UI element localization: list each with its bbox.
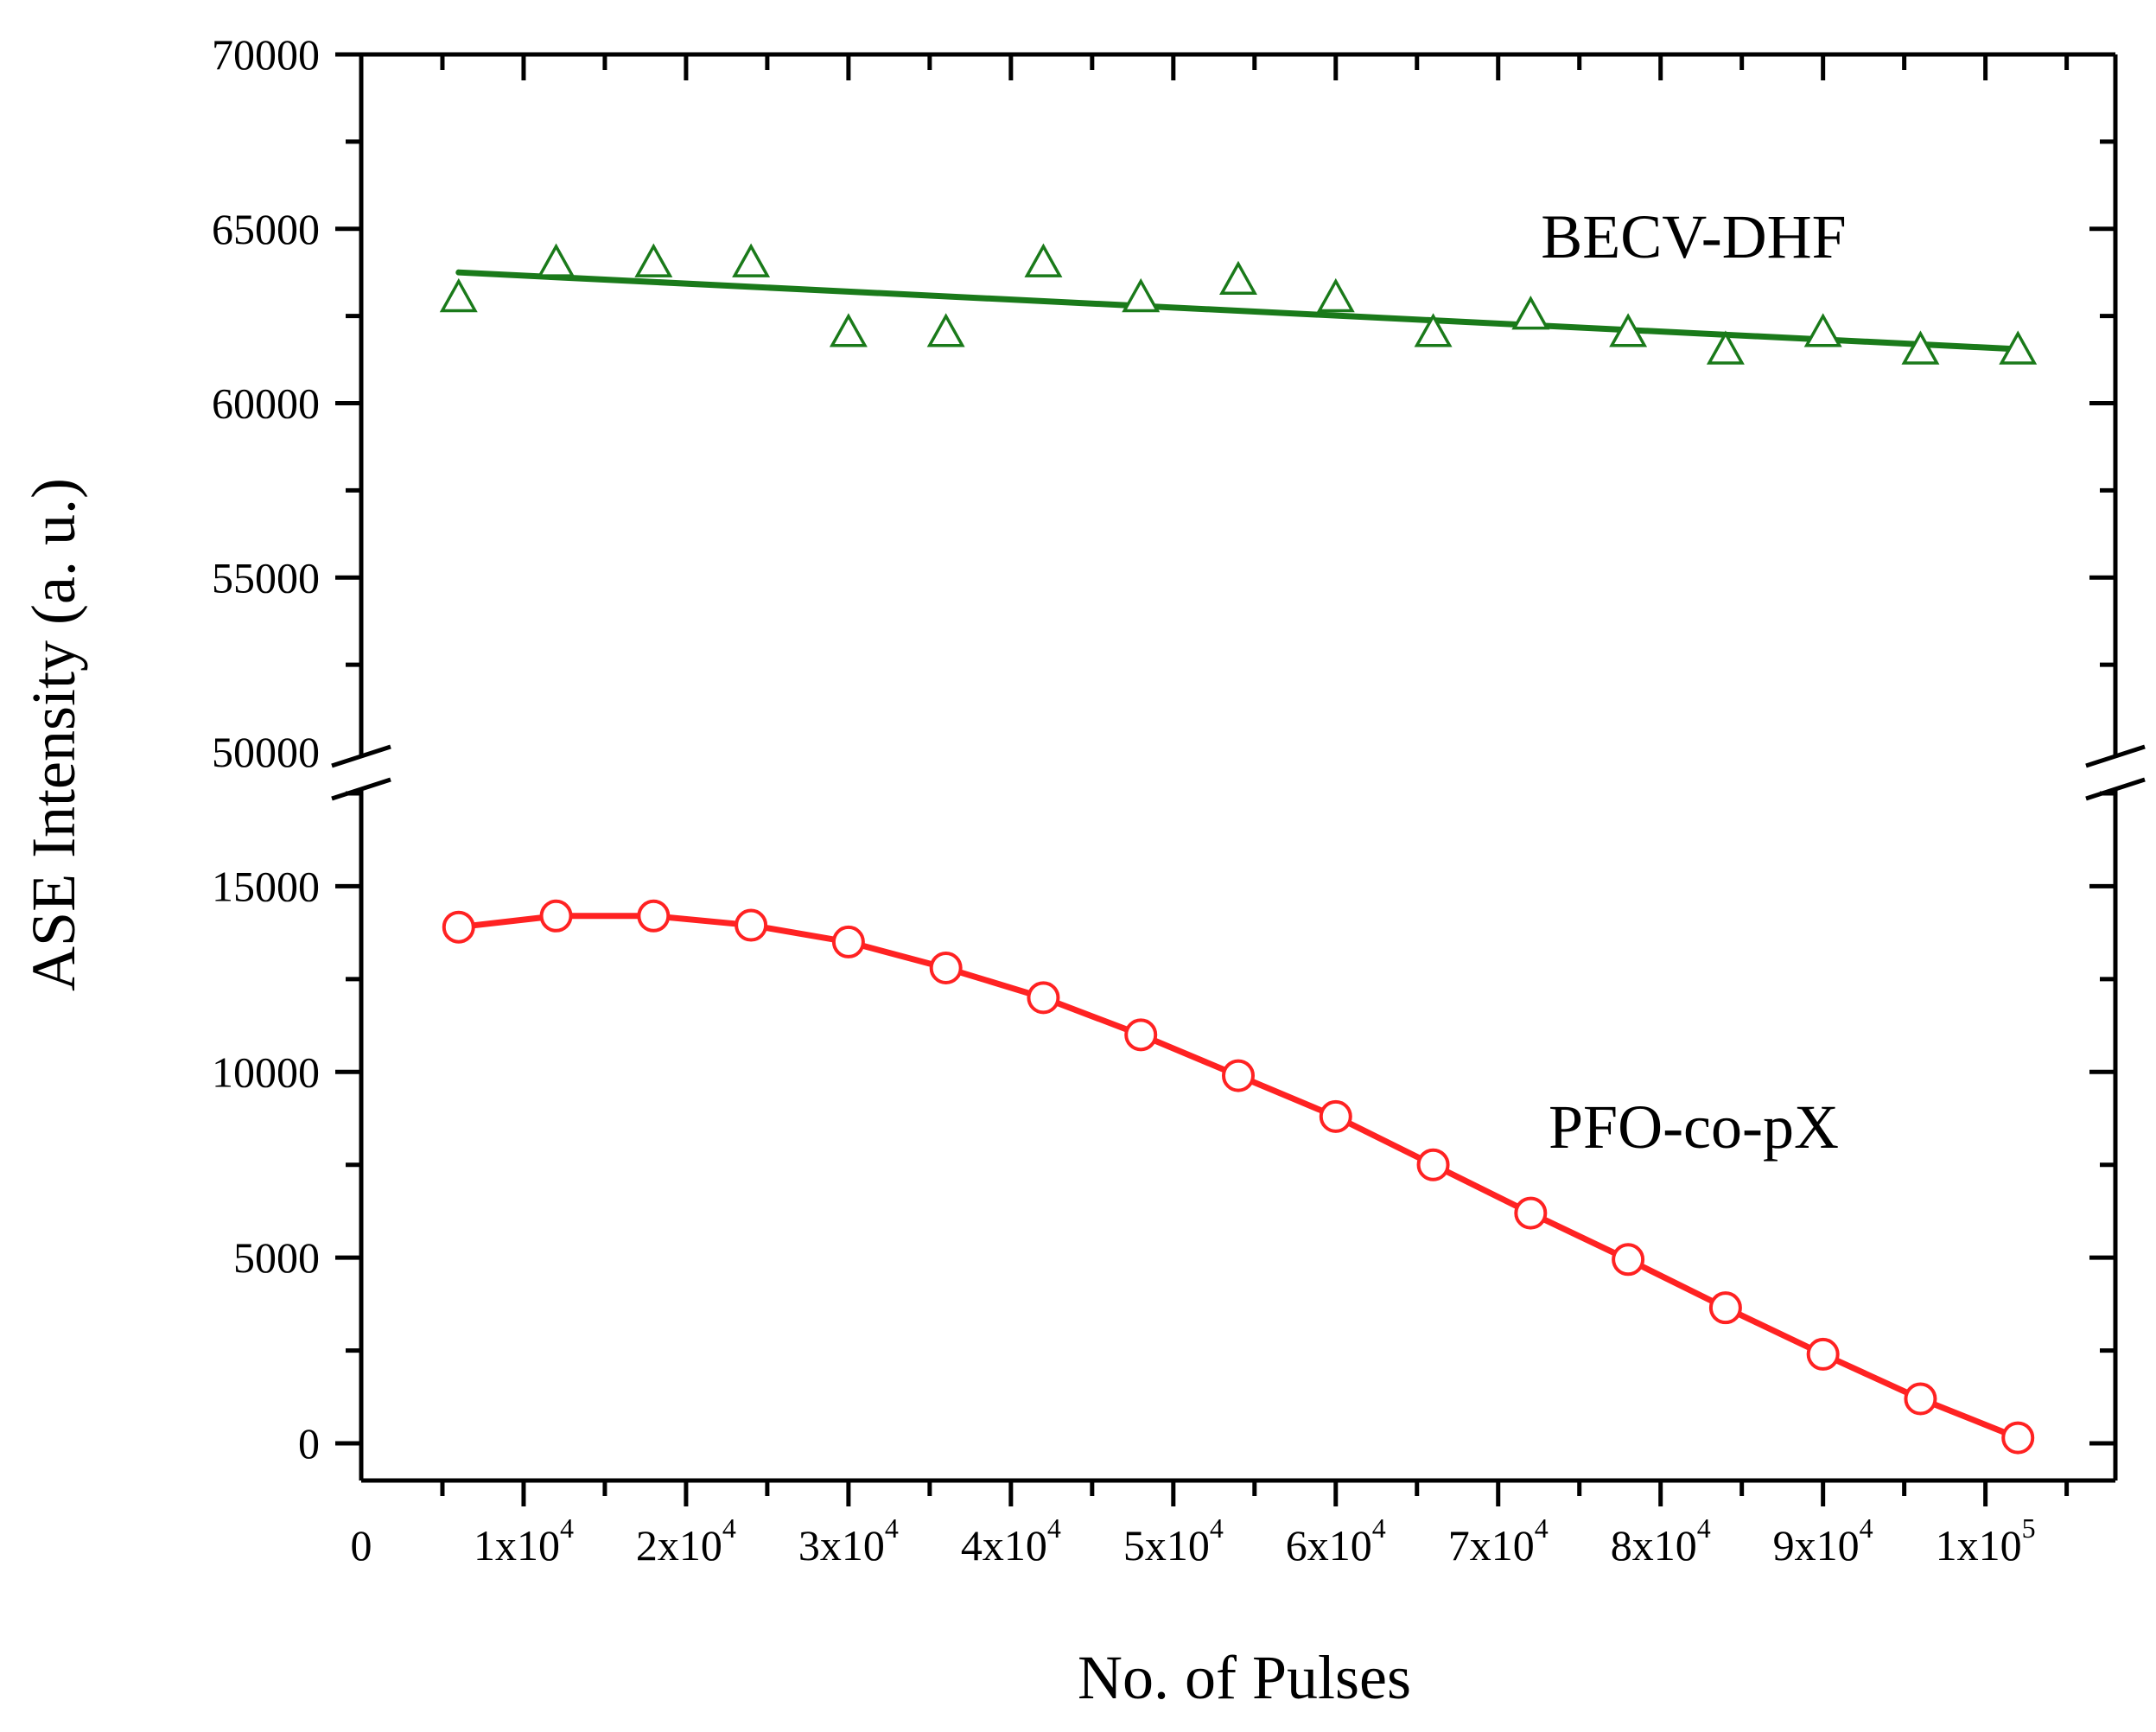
series [439,243,2038,1455]
data-point-triangle [1706,330,1745,365]
data-point-circle [1612,1243,1645,1277]
series-label-becv-dhf: BECV-DHF [1541,202,1846,271]
y-tick-label: 70000 [212,30,320,79]
data-point-triangle [1024,243,1063,277]
linear-fit-line [455,269,2021,353]
y-tick-label: 5000 [233,1233,320,1282]
data-point-circle [1124,1018,1158,1052]
data-point-triangle [1511,296,1550,330]
data-point-circle [1708,1291,1742,1325]
data-point-circle [1027,981,1060,1015]
y-tick-label: 0 [298,1419,320,1468]
x-tick-label: 1x104 [474,1512,574,1570]
y-axis-title: ASE Intensity (a. u.) [19,478,88,991]
data-point-circle [929,951,963,984]
x-tick-label: 0 [351,1521,372,1570]
data-point-circle [1222,1059,1255,1092]
data-point-circle [1806,1337,1840,1371]
y-tick-label: 50000 [212,728,320,776]
data-point-circle [442,910,475,944]
series-becv-dhf [439,243,2038,365]
data-point-triangle [1609,313,1648,347]
x-tick-label: 6x104 [1286,1512,1386,1570]
data-point-triangle [1414,313,1453,347]
data-point-circle [831,925,865,958]
axis-break-mark-right-upper [2085,744,2146,768]
data-point-triangle [1219,260,1257,296]
data-point-triangle [1999,330,2038,365]
data-point-triangle [732,243,771,277]
x-tick-label: 5x104 [1123,1512,1224,1570]
x-tick-label: 7x104 [1448,1512,1549,1570]
data-point-circle [539,899,573,933]
x-axis-title: No. of Pulses [1078,1643,1411,1712]
data-point-circle [1416,1148,1450,1181]
x-tick-label: 1x105 [1936,1512,2036,1570]
x-tick-label: 8x104 [1611,1512,1711,1570]
data-point-circle [1514,1196,1548,1230]
x-tick-label: 4x104 [961,1512,1061,1570]
tick-marks [335,52,2115,1506]
tick-labels: 0 1x104 2x104 3x104 4x104 5x104 6x104 7x104 8x10… [212,30,2036,1570]
x-tick-label: 3x104 [798,1512,899,1570]
y-tick-label: 60000 [212,379,320,428]
data-point-triangle [829,313,868,347]
data-point-triangle [439,277,478,313]
data-point-triangle [926,313,965,347]
series-label-pfo-co-px: PFO-co-pX [1549,1092,1839,1162]
data-point-triangle [634,243,673,277]
data-point-circle [1319,1099,1352,1133]
y-tick-label: 10000 [212,1047,320,1096]
axis-break-mark-left-lower [331,777,391,801]
data-point-triangle [1316,277,1355,313]
axes [330,52,2146,1483]
data-point-triangle [1803,313,1842,347]
series-line [458,913,2019,1441]
data-point-triangle [537,243,576,277]
y-tick-label: 55000 [212,553,320,602]
data-point-triangle [1122,277,1161,313]
series-pfo-co-px [442,899,2035,1455]
data-point-circle [1904,1382,1937,1416]
data-point-circle [735,908,768,942]
data-point-circle [637,899,671,933]
x-tick-label: 9x104 [1773,1512,1873,1570]
data-point-triangle [1901,330,1940,365]
axis-break-mark-left-upper [331,744,391,768]
y-tick-label: 15000 [212,862,320,910]
axis-break-mark-right-lower [2085,777,2146,801]
data-point-circle [2001,1421,2035,1455]
x-tick-label: 2x104 [636,1512,736,1570]
y-tick-label: 65000 [212,205,320,253]
